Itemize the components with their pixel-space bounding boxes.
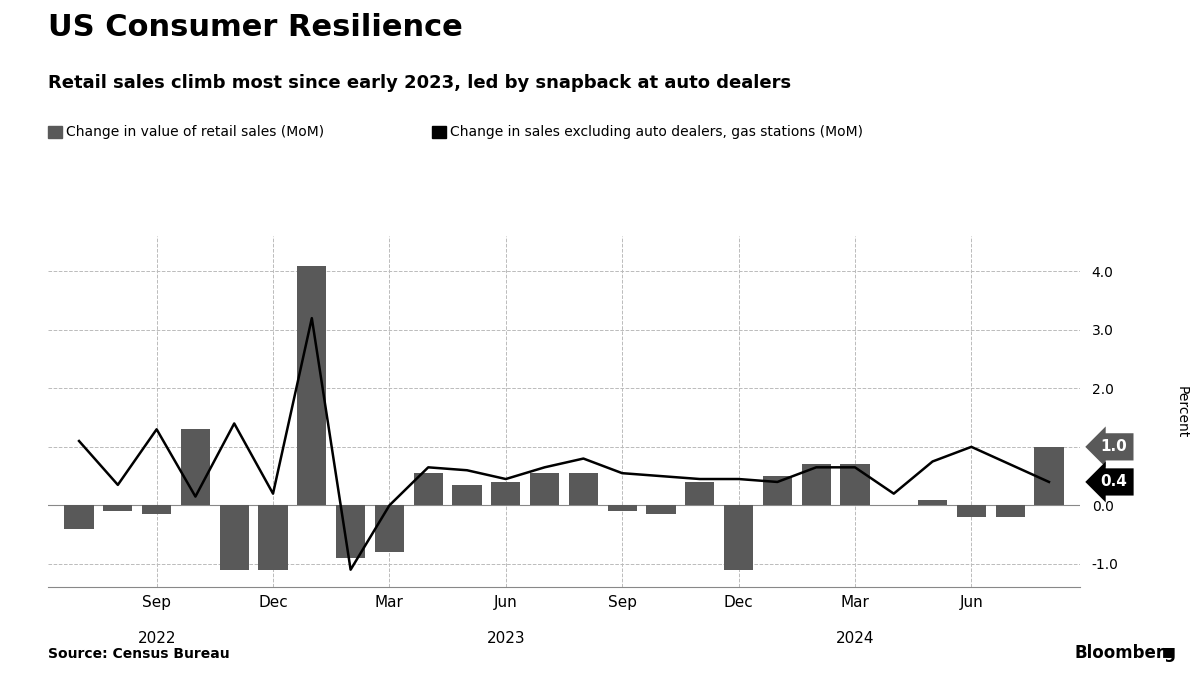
Text: 2023: 2023: [486, 631, 526, 646]
Text: 2022: 2022: [137, 631, 176, 646]
Bar: [763, 476, 792, 506]
Text: ■: ■: [1162, 645, 1174, 658]
Text: 1.0: 1.0: [1100, 439, 1127, 454]
Bar: [336, 506, 365, 558]
Bar: [685, 482, 714, 506]
Bar: [802, 464, 830, 506]
Bar: [220, 506, 248, 570]
Bar: [647, 506, 676, 514]
Bar: [142, 506, 172, 514]
Bar: [918, 500, 947, 506]
Bar: [724, 506, 754, 570]
Text: Retail sales climb most since early 2023, led by snapback at auto dealers: Retail sales climb most since early 2023…: [48, 74, 791, 92]
Bar: [298, 265, 326, 506]
Y-axis label: Percent: Percent: [1175, 385, 1188, 438]
Bar: [569, 473, 598, 506]
Text: US Consumer Resilience: US Consumer Resilience: [48, 14, 463, 43]
Bar: [607, 506, 637, 511]
Text: 0.4: 0.4: [1100, 475, 1128, 489]
Bar: [956, 506, 986, 517]
Bar: [65, 506, 94, 529]
Bar: [840, 464, 870, 506]
Bar: [530, 473, 559, 506]
Bar: [491, 482, 521, 506]
Bar: [1034, 447, 1063, 506]
Text: 2024: 2024: [835, 631, 875, 646]
Bar: [258, 506, 288, 570]
Bar: [374, 506, 404, 552]
Bar: [103, 506, 132, 511]
Text: Change in sales excluding auto dealers, gas stations (MoM): Change in sales excluding auto dealers, …: [450, 125, 863, 138]
Bar: [996, 506, 1025, 517]
Text: Bloomberg: Bloomberg: [1074, 643, 1176, 662]
Bar: [452, 485, 481, 506]
Bar: [414, 473, 443, 506]
Bar: [181, 429, 210, 506]
Text: Change in value of retail sales (MoM): Change in value of retail sales (MoM): [66, 125, 324, 138]
Text: Source: Census Bureau: Source: Census Bureau: [48, 647, 229, 662]
